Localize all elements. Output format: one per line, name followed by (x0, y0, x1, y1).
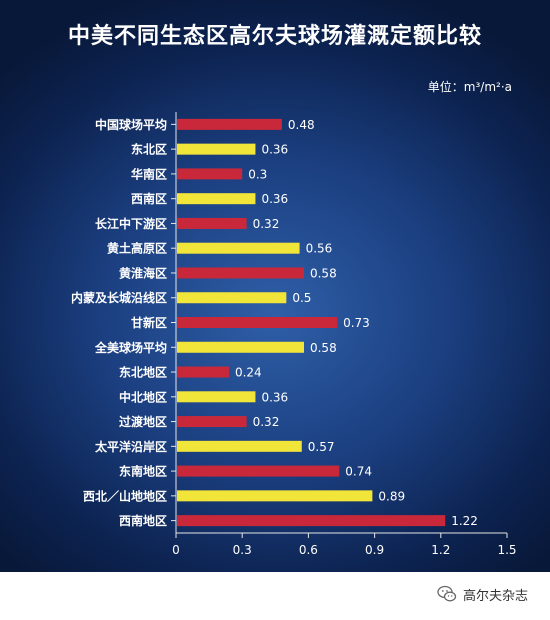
bar (177, 440, 302, 452)
bar (177, 267, 304, 279)
bar (177, 490, 373, 502)
wechat-logo-icon (437, 585, 457, 602)
category-label: 西北／山地地区 (83, 488, 167, 503)
x-tick-label: 1.2 (431, 543, 450, 557)
x-tick-label: 0.9 (365, 543, 384, 557)
category-label: 过渡地区 (119, 414, 167, 429)
value-label: 0.74 (345, 465, 372, 479)
category-label: 内蒙及长城沿线区 (71, 290, 167, 305)
value-label: 0.24 (235, 366, 262, 380)
category-label: 西南区 (131, 191, 167, 206)
x-tick-label: 0.6 (299, 543, 318, 557)
category-label: 中北地区 (119, 389, 167, 404)
category-label: 黄土高原区 (107, 241, 167, 256)
chart-title: 中美不同生态区高尔夫球场灌溉定额比较 (67, 24, 482, 49)
category-label: 东北地区 (119, 365, 167, 380)
value-label: 0.56 (306, 242, 333, 256)
value-label: 1.22 (451, 514, 478, 528)
bar (177, 292, 287, 304)
unit-label: 单位：m³/m²·a (427, 80, 512, 94)
category-label: 太平洋沿岸区 (95, 439, 167, 454)
x-tick-label: 0.3 (233, 543, 252, 557)
bar (177, 217, 247, 229)
category-label: 长江中下游区 (95, 216, 167, 231)
bar (177, 193, 256, 205)
value-label: 0.36 (261, 192, 288, 206)
category-label: 黄淮海区 (119, 265, 167, 280)
bar (177, 168, 243, 180)
value-label: 0.3 (248, 167, 267, 181)
bar (177, 515, 446, 527)
bar (177, 317, 338, 328)
brand-name: 高尔夫杂志 (462, 588, 528, 604)
category-label: 华南区 (131, 166, 167, 181)
value-label: 0.48 (288, 118, 315, 132)
x-tick-label: 1.5 (497, 543, 516, 557)
chart-background (0, 0, 550, 572)
value-label: 0.32 (253, 415, 280, 429)
bar (177, 341, 304, 353)
bar (177, 242, 300, 254)
value-label: 0.36 (261, 390, 288, 404)
category-label: 西南地区 (119, 513, 167, 528)
footer (0, 572, 550, 620)
value-label: 0.73 (343, 316, 370, 330)
bar (177, 416, 247, 428)
bar (177, 143, 256, 155)
value-label: 0.36 (261, 143, 288, 157)
category-label: 中国球场平均 (95, 117, 167, 132)
bar-chart: 0 0.3 0.6 0.9 1.2 1.5 中国球场平均 0.48 东北区 0.36 华南区 0.3 西… (71, 112, 516, 557)
value-label: 0.58 (310, 266, 337, 280)
value-label: 0.32 (253, 217, 280, 231)
category-label: 东南地区 (119, 464, 167, 479)
bar (177, 391, 256, 403)
bar (177, 465, 340, 477)
value-label: 0.89 (378, 489, 405, 503)
bar (177, 118, 282, 130)
value-label: 0.57 (308, 440, 335, 454)
bar (177, 366, 229, 378)
category-label: 全美球场平均 (94, 340, 167, 355)
category-label: 东北区 (131, 142, 167, 157)
value-label: 0.58 (310, 341, 337, 355)
x-tick-label: 0 (172, 543, 180, 557)
value-label: 0.5 (292, 291, 311, 305)
brand: 高尔夫杂志 (437, 584, 528, 604)
category-label: 甘新区 (131, 315, 167, 330)
